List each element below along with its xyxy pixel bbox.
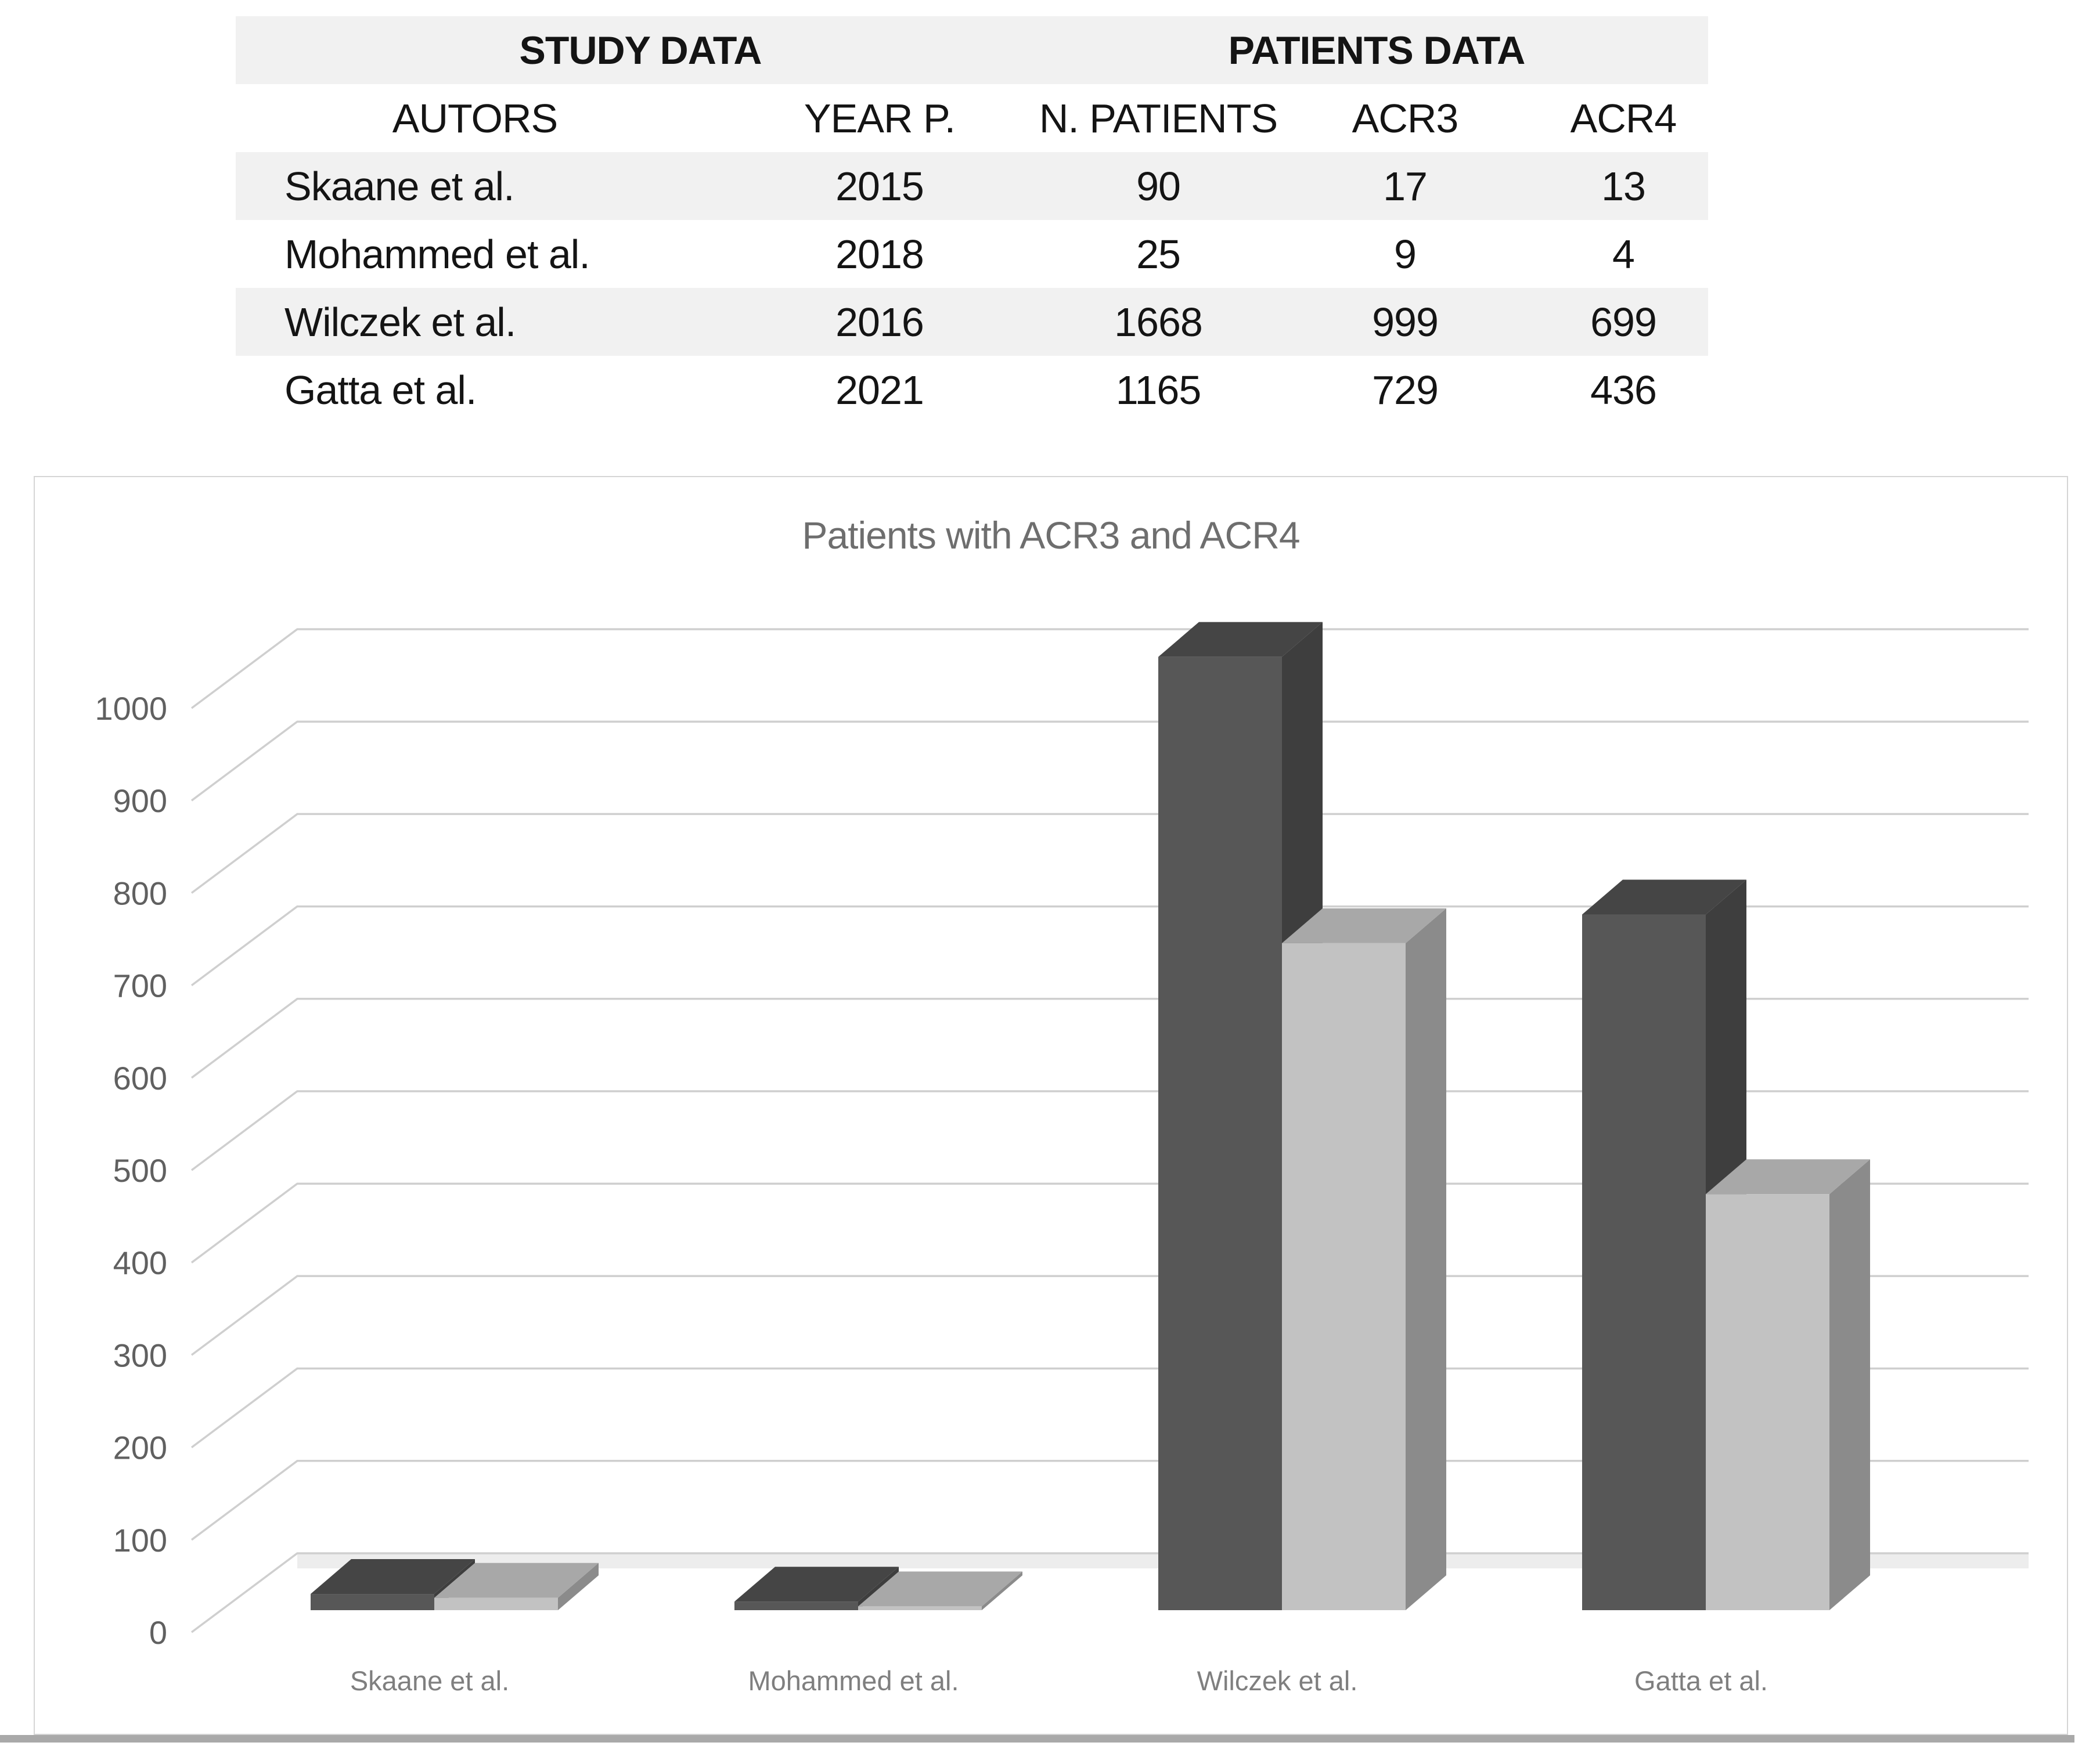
bar-acr4-wilczek-et-al-top xyxy=(1282,908,1446,943)
y-tick-label-200: 200 xyxy=(113,1430,167,1466)
x-category-label-mohammed-et-al: Mohammed et al. xyxy=(748,1665,959,1696)
bar-acr4-wilczek-et-al-front xyxy=(1282,943,1406,1610)
y-tick-label-700: 700 xyxy=(113,968,167,1004)
bar-acr3-mohammed-et-al-top xyxy=(734,1567,899,1602)
table-cell-r3c1: 2021 xyxy=(835,367,924,413)
table-cell-r2c3: 999 xyxy=(1271,288,1539,356)
y-tick-label-500: 500 xyxy=(113,1152,167,1189)
bar-acr4-wilczek-et-al-side xyxy=(1406,908,1446,1610)
table-column-header-2: N. PATIENTS xyxy=(1039,95,1278,141)
gridline-0 xyxy=(190,1552,2029,1633)
bar-acr4-skaane-et-al-side xyxy=(558,1563,599,1610)
figure-bottom-rule xyxy=(0,1735,2074,1743)
table-cell-r1c3: 9 xyxy=(1394,231,1417,277)
bar-acr3-gatta-et-al-top xyxy=(1582,879,1746,915)
table-cell-r0c2: 90 xyxy=(1045,152,1271,220)
table-cell-r0c1: 2015 xyxy=(714,152,1045,220)
y-tick-label-100: 100 xyxy=(113,1522,167,1559)
table-cell-r0c4: 13 xyxy=(1539,152,1708,220)
table-cell-r3c3: 729 xyxy=(1372,367,1439,413)
gridline-200 xyxy=(190,1367,2029,1449)
table-cell-r1c1: 2018 xyxy=(835,231,924,277)
bar-acr3-wilczek-et-al-top xyxy=(1158,622,1323,657)
bar-acr4-mohammed-et-al-top xyxy=(858,1571,1022,1607)
y-tick-label-600: 600 xyxy=(113,1060,167,1096)
x-category-label-gatta-et-al: Gatta et al. xyxy=(1634,1665,1768,1696)
gridline-800 xyxy=(190,813,2029,894)
table-group-header-patients: PATIENTS DATA xyxy=(1045,16,1708,84)
bar-acr4-gatta-et-al-front xyxy=(1706,1194,1829,1610)
table-cell-r2c4: 699 xyxy=(1539,288,1708,356)
bar-chart-canvas: 0 100 200 300 400 500 600 700 800 900 1000 Skaane e… xyxy=(95,622,2029,1696)
bar-acr4-gatta-et-al-top xyxy=(1706,1159,1870,1195)
x-category-label-wilczek-et-al: Wilczek et al. xyxy=(1197,1665,1358,1696)
bar-acr4-skaane-et-al-front xyxy=(434,1597,558,1610)
table-cell-r3c4: 436 xyxy=(1590,367,1657,413)
gridline-100 xyxy=(190,1460,2029,1541)
gridline-600 xyxy=(190,998,2029,1079)
y-tick-label-0: 0 xyxy=(149,1614,167,1651)
table-cell-r2c1: 2016 xyxy=(714,288,1045,356)
bar-acr3-gatta-et-al-front xyxy=(1582,914,1706,1610)
gridline-400 xyxy=(190,1182,2029,1264)
gridline-900 xyxy=(190,720,2029,802)
study-data-table: STUDY DATA PATIENTS DATA AUTORS YEAR P. N. P… xyxy=(236,16,1708,424)
gridline-500 xyxy=(190,1090,2029,1171)
table-column-header-4: ACR4 xyxy=(1570,95,1677,141)
table-cell-r1c4: 4 xyxy=(1612,231,1635,277)
table-row-author-r0c0: Skaane et al. xyxy=(236,152,714,220)
table-group-header-study: STUDY DATA xyxy=(236,16,1045,84)
gridline-1000 xyxy=(190,628,2029,709)
bar-acr3-skaane-et-al-top xyxy=(311,1559,475,1595)
table-row-author-r1c0: Mohammed et al. xyxy=(284,231,590,277)
chart-title: Patients with ACR3 and ACR4 xyxy=(802,514,1300,557)
y-tick-label-1000: 1000 xyxy=(95,690,167,727)
table-row-author-r2c0: Wilczek et al. xyxy=(236,288,714,356)
bar-acr3-skaane-et-al-front xyxy=(311,1594,434,1610)
y-tick-label-300: 300 xyxy=(113,1337,167,1373)
gridline-300 xyxy=(190,1275,2029,1356)
bar-acr4-gatta-et-al-side xyxy=(1829,1159,1870,1610)
bar-chart-panel: Patients with ACR3 and ACR4 0 100 200 300 40… xyxy=(34,476,2068,1735)
x-category-label-skaane-et-al: Skaane et al. xyxy=(350,1665,509,1696)
table-cell-r1c2: 25 xyxy=(1136,231,1181,277)
bar-acr3-mohammed-et-al-front xyxy=(734,1601,858,1610)
bar-acr4-mohammed-et-al-front xyxy=(858,1606,982,1610)
table-cell-r3c2: 1165 xyxy=(1115,367,1202,413)
gridline-700 xyxy=(190,905,2029,987)
table-column-header-0: AUTORS xyxy=(392,95,558,141)
bar-acr3-wilczek-et-al-front xyxy=(1158,656,1282,1610)
table-cell-r2c2: 1668 xyxy=(1045,288,1271,356)
bar-acr4-mohammed-et-al-side xyxy=(982,1571,1022,1610)
table-column-header-3: ACR3 xyxy=(1352,95,1459,141)
y-tick-label-800: 800 xyxy=(113,875,167,911)
table-column-header-1: YEAR P. xyxy=(804,95,956,141)
bar-acr4-skaane-et-al-top xyxy=(434,1563,599,1598)
y-tick-label-900: 900 xyxy=(113,782,167,819)
table-row-author-r3c0: Gatta et al. xyxy=(284,367,477,413)
y-tick-label-400: 400 xyxy=(113,1244,167,1281)
table-cell-r0c3: 17 xyxy=(1271,152,1539,220)
